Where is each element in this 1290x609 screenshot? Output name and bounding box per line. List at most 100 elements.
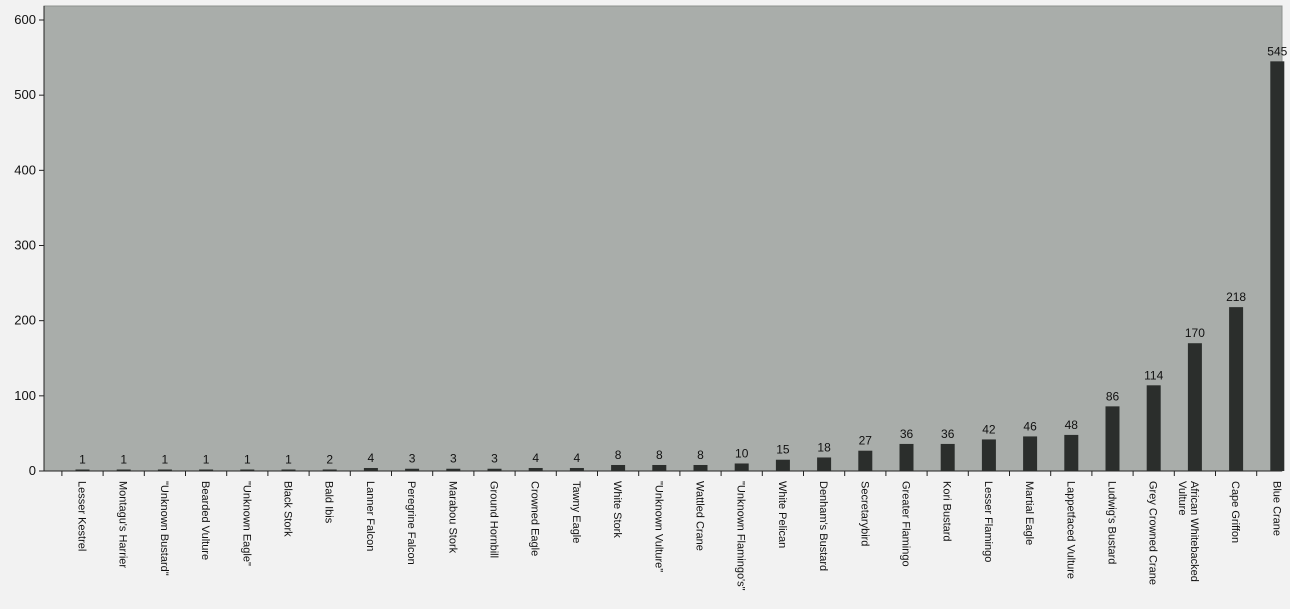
data-label: 36 bbox=[941, 427, 955, 441]
y-tick-label: 100 bbox=[14, 388, 36, 403]
bar bbox=[1023, 436, 1038, 471]
data-label: 1 bbox=[244, 453, 251, 467]
data-label: 3 bbox=[409, 452, 416, 466]
bar bbox=[1105, 406, 1120, 471]
bar bbox=[734, 463, 749, 471]
data-label: 4 bbox=[532, 451, 539, 465]
bar bbox=[1229, 307, 1244, 471]
x-category-label: Denham's Bustard bbox=[817, 481, 829, 571]
data-label: 18 bbox=[817, 440, 831, 454]
x-category-label: African WhitebackedVulture bbox=[1176, 481, 1200, 582]
data-label: 1 bbox=[285, 453, 292, 467]
bar bbox=[157, 469, 172, 471]
x-category-label: Blue Crane bbox=[1270, 481, 1282, 536]
x-category-label: Bald Ibis bbox=[323, 481, 335, 524]
x-category-label: Bearded Vulture bbox=[199, 481, 211, 560]
x-category-label: Lanner Falcon bbox=[364, 481, 376, 551]
y-tick-label: 0 bbox=[29, 463, 36, 478]
x-category-label: Greater Flamingo bbox=[900, 481, 912, 567]
data-label: 8 bbox=[656, 448, 663, 462]
data-label: 1 bbox=[162, 453, 169, 467]
data-label: 27 bbox=[859, 434, 873, 448]
x-category-label: "Unknown Eagle" bbox=[240, 481, 252, 566]
x-category-label: Martial Eagle bbox=[1023, 481, 1035, 545]
x-category-label: Marabou Stork bbox=[446, 481, 458, 554]
data-label: 10 bbox=[735, 446, 749, 460]
y-tick-label: 400 bbox=[14, 162, 36, 177]
bar bbox=[899, 443, 914, 471]
data-label: 3 bbox=[450, 452, 457, 466]
data-label: 46 bbox=[1023, 419, 1037, 433]
x-category-label: Kori Bustard bbox=[941, 481, 953, 542]
bar bbox=[281, 469, 296, 471]
x-category-label: Peregrine Falcon bbox=[405, 481, 417, 565]
bar bbox=[116, 469, 131, 471]
x-category-label: Secretarybird bbox=[858, 481, 870, 546]
x-category-label: Tawny Eagle bbox=[570, 481, 582, 543]
bar bbox=[487, 468, 502, 471]
x-category-label: Montagu's Harrier bbox=[117, 481, 129, 568]
bar bbox=[363, 467, 378, 471]
data-label: 48 bbox=[1065, 418, 1079, 432]
bar bbox=[446, 468, 461, 471]
bar bbox=[1146, 385, 1161, 471]
data-label: 114 bbox=[1144, 368, 1163, 382]
bar bbox=[817, 457, 832, 471]
bar bbox=[569, 467, 584, 471]
x-category-label: Crowned Eagle bbox=[529, 481, 541, 556]
data-label: 15 bbox=[776, 443, 790, 457]
bar bbox=[322, 469, 337, 471]
bar bbox=[1064, 434, 1079, 471]
bar bbox=[693, 464, 708, 471]
bar bbox=[775, 459, 790, 471]
data-label: 86 bbox=[1106, 389, 1120, 403]
data-label: 1 bbox=[79, 453, 86, 467]
y-tick-label: 500 bbox=[14, 87, 36, 102]
data-label: 1 bbox=[120, 453, 127, 467]
x-category-label: Lesser Kestrel bbox=[76, 481, 88, 551]
x-category-label: Black Stork bbox=[282, 481, 294, 537]
bar bbox=[652, 464, 667, 471]
bar bbox=[199, 469, 214, 471]
data-label: 1 bbox=[203, 453, 210, 467]
x-category-label: Ludwig's Bustard bbox=[1106, 481, 1118, 564]
data-label: 4 bbox=[368, 451, 375, 465]
bar bbox=[405, 468, 420, 471]
plot-area bbox=[43, 5, 1283, 472]
bar bbox=[940, 443, 955, 471]
bar bbox=[240, 469, 255, 471]
data-label: 2 bbox=[326, 452, 333, 466]
bar bbox=[75, 469, 90, 471]
x-category-label: Lappetfaced Vulture bbox=[1064, 481, 1076, 579]
x-category-label: White Pelican bbox=[776, 481, 788, 548]
bar bbox=[1187, 343, 1202, 471]
data-label: 170 bbox=[1185, 326, 1205, 340]
data-label: 4 bbox=[574, 451, 581, 465]
x-category-label: "Unknown Bustard" bbox=[158, 481, 170, 576]
data-label: 8 bbox=[697, 448, 704, 462]
x-category-label: Lesser Flamingo bbox=[982, 481, 994, 562]
y-tick-label: 600 bbox=[14, 12, 36, 27]
x-category-label: Grey Crowned Crane bbox=[1147, 481, 1159, 585]
x-category-label: "Unknown Flamingo's" bbox=[735, 481, 747, 591]
bar bbox=[858, 450, 873, 471]
data-label: 36 bbox=[900, 427, 914, 441]
x-category-label: Wattled Crane bbox=[694, 481, 706, 551]
data-label: 8 bbox=[615, 448, 622, 462]
x-category-label: Cape Griffon bbox=[1229, 481, 1241, 543]
data-label: 218 bbox=[1226, 290, 1246, 304]
bar bbox=[611, 464, 626, 471]
y-tick-label: 300 bbox=[14, 238, 36, 253]
bar bbox=[528, 467, 543, 471]
x-category-label: "Unknown Vulture" bbox=[652, 481, 664, 572]
bar bbox=[981, 439, 996, 471]
y-tick-label: 200 bbox=[14, 313, 36, 328]
data-label: 545 bbox=[1267, 44, 1287, 58]
x-category-label: White Stork bbox=[611, 481, 623, 538]
bar bbox=[1270, 61, 1285, 471]
x-category-label: Ground Hornbill bbox=[488, 481, 500, 558]
data-label: 42 bbox=[982, 422, 996, 436]
data-label: 3 bbox=[491, 452, 498, 466]
